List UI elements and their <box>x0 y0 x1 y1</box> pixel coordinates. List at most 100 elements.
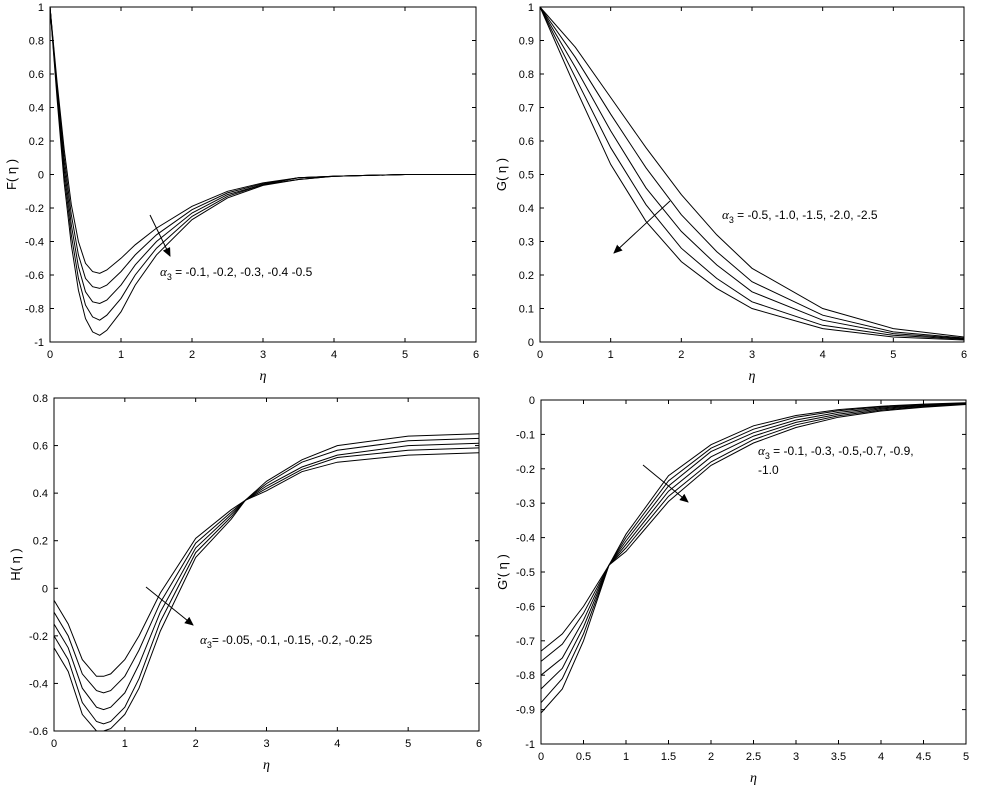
plot-frame <box>539 6 965 343</box>
y-tick-label: 0 <box>528 337 534 349</box>
x-tick-label: 1 <box>608 349 614 361</box>
y-tick-label: 0.1 <box>519 304 534 316</box>
alpha-symbol: α <box>722 207 730 222</box>
alpha-symbol: α <box>160 264 168 279</box>
x-tick-label: 0 <box>537 349 543 361</box>
chart-2: 0 1 2 3 4 5 6 0 0.1 0.2 0.3 0.4 0.5 0.6 0.7 0.8 0.9 1 η G( … <box>494 2 967 384</box>
chart-3: 0 1 2 3 4 5 6 -0.6 -0.4 -0.2 0 0.2 0.4 0.6 0.8 η H( η ) α… <box>8 393 482 773</box>
y-tick-label: 0 <box>42 583 48 595</box>
series-line-6 <box>540 404 967 714</box>
x-tick-label: 0 <box>538 751 544 763</box>
y-tick-label: -0.7 <box>516 636 535 648</box>
y-tick-label: -0.6 <box>516 601 535 613</box>
y-tick-label: -0.4 <box>29 678 48 690</box>
series-line-3 <box>539 6 965 340</box>
parameter-arrow <box>642 464 689 503</box>
annotation-values: = -0.05, -0.1, -0.15, -0.2, -0.25 <box>212 633 373 647</box>
parameter-annotation: α3 = -0.5, -1.0, -1.5, -2.0, -2.5 <box>722 207 878 225</box>
x-tick-label: 3 <box>260 349 266 361</box>
x-tick-label: 1 <box>623 751 629 763</box>
series-line-2 <box>539 6 965 339</box>
annotation-values: = -0.1, -0.3, -0.5,-0.7, -0.9, <box>770 444 914 458</box>
y-tick-label: 0.2 <box>29 136 44 148</box>
y-tick-label: 0.6 <box>519 136 534 148</box>
x-tick-label: 5 <box>405 738 411 750</box>
x-tick-label: 4 <box>331 349 337 361</box>
alpha-subscript: 3 <box>167 272 172 282</box>
y-tick-label: 0.8 <box>519 69 534 81</box>
parameter-annotation: α3 = -0.1, -0.3, -0.5,-0.7, -0.9, <box>758 443 914 461</box>
y-tick-label: -0.9 <box>516 705 535 717</box>
x-tick-label: 0 <box>51 738 57 750</box>
parameter-arrow <box>149 214 171 257</box>
annotation-values: = -0.5, -1.0, -1.5, -2.0, -2.5 <box>734 208 878 222</box>
y-tick-label: -0.4 <box>25 237 44 249</box>
series-line-3 <box>53 442 480 711</box>
x-tick-label: 3.5 <box>831 751 846 763</box>
y-axis-label: F( η ) <box>4 159 19 190</box>
x-tick-label: 5 <box>402 349 408 361</box>
y-tick-label: -0.6 <box>25 270 44 282</box>
y-tick-label: -0.8 <box>516 670 535 682</box>
y-tick-label: -0.8 <box>25 304 44 316</box>
x-tick-label: 1 <box>118 349 124 361</box>
y-tick-label: 0.2 <box>33 536 48 548</box>
y-tick-label: 0.6 <box>33 441 48 453</box>
parameter-annotation: α3= -0.05, -0.1, -0.15, -0.2, -0.25 <box>200 632 373 650</box>
x-tick-label: 0 <box>47 349 53 361</box>
chart-1: 0 1 2 3 4 5 6 -1 -0.8 -0.6 -0.4 -0.2 0 0.2 0.4 0.6 0.8 1 η… <box>4 2 479 384</box>
y-axis-label: G( η ) <box>494 158 509 191</box>
y-tick-label: -0.4 <box>516 533 535 545</box>
x-tick-label: 2.5 <box>746 751 761 763</box>
y-axis-label: H( η ) <box>8 548 23 581</box>
alpha-subscript: 3 <box>765 451 770 461</box>
y-tick-label: 0.4 <box>29 103 44 115</box>
alpha-subscript: 3 <box>729 215 734 225</box>
x-tick-label: 2 <box>193 738 199 750</box>
x-tick-label: 0.5 <box>576 751 591 763</box>
plot-frame <box>53 397 480 732</box>
series-line-5 <box>540 403 967 704</box>
x-axis-label: η <box>750 771 757 786</box>
y-tick-label: -0.2 <box>25 203 44 215</box>
x-tick-label: 4 <box>878 751 884 763</box>
parameter-arrow <box>613 200 671 254</box>
y-tick-label: 0.4 <box>33 488 48 500</box>
x-axis-label: η <box>749 369 756 384</box>
x-tick-label: 4.5 <box>916 751 931 763</box>
x-tick-label: 2 <box>678 349 684 361</box>
series-line-4 <box>540 403 967 690</box>
y-tick-label: -0.2 <box>516 464 535 476</box>
x-tick-label: 6 <box>473 349 479 361</box>
y-tick-label: 1 <box>528 2 534 14</box>
y-tick-label: -1 <box>34 337 44 349</box>
x-tick-label: 1 <box>122 738 128 750</box>
series-line-2 <box>53 437 480 694</box>
y-tick-label: -0.2 <box>29 631 48 643</box>
x-axis-label: η <box>263 758 270 773</box>
y-tick-label: -1 <box>525 739 535 751</box>
series-line-3 <box>540 402 967 676</box>
chart-4: 0 0.5 1 1.5 2 2.5 3 3.5 4 4.5 5 -1 -0.9 -0.8 -0.7 -0.6 -… <box>495 395 969 786</box>
series-line-1 <box>53 433 480 677</box>
x-tick-label: 2 <box>708 751 714 763</box>
y-tick-label: 0.3 <box>519 237 534 249</box>
y-tick-label: -0.3 <box>516 498 535 510</box>
x-tick-label: 4 <box>820 349 826 361</box>
y-tick-label: -0.1 <box>516 429 535 441</box>
y-tick-label: -0.6 <box>29 726 48 738</box>
x-tick-label: 6 <box>476 738 482 750</box>
y-tick-label: 0.9 <box>519 36 534 48</box>
series-line-5 <box>539 6 965 341</box>
series-line-5 <box>49 6 476 336</box>
x-tick-label: 3 <box>749 349 755 361</box>
y-tick-label: 0.5 <box>519 170 534 182</box>
x-tick-label: 6 <box>961 349 967 361</box>
y-tick-label: 0 <box>38 170 44 182</box>
series-line-1 <box>540 402 967 652</box>
series-line-3 <box>49 6 476 305</box>
x-tick-label: 3 <box>793 751 799 763</box>
x-tick-label: 2 <box>189 349 195 361</box>
x-tick-label: 3 <box>263 738 269 750</box>
y-tick-label: 0.2 <box>519 270 534 282</box>
